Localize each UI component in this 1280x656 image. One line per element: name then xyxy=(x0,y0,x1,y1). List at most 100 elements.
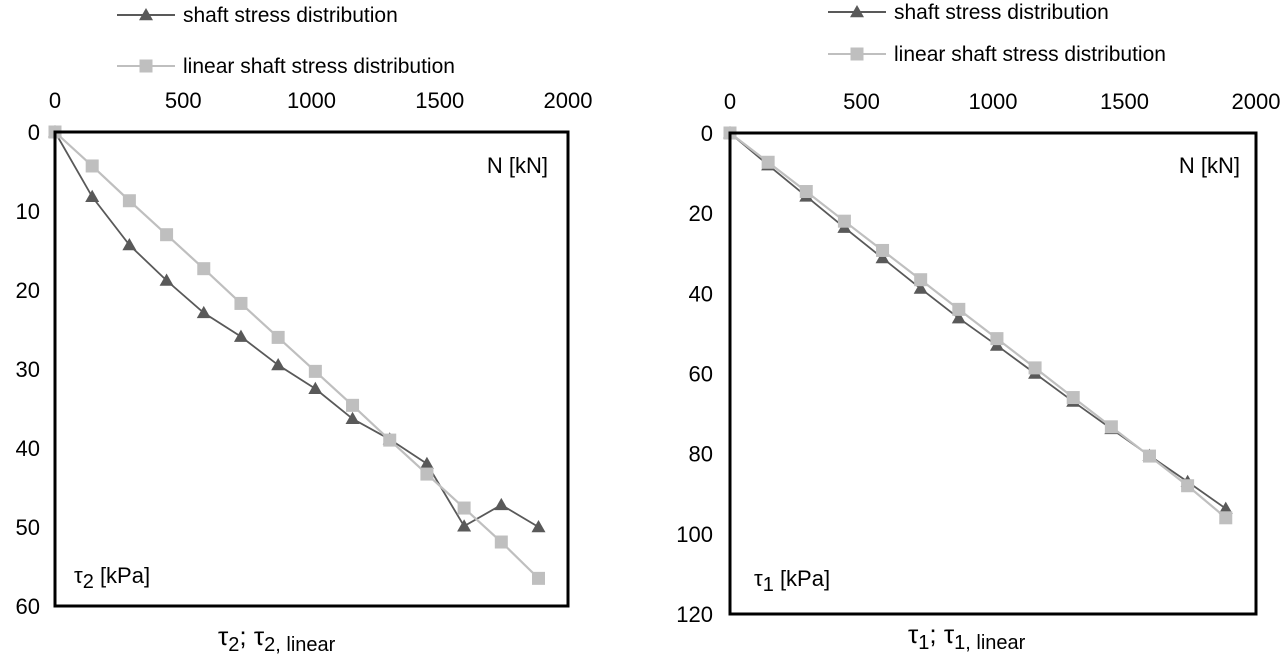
data-point xyxy=(308,381,323,394)
data-point xyxy=(1104,420,1118,434)
tau-subscript: 2 xyxy=(228,634,239,656)
data-point xyxy=(85,189,100,203)
data-point xyxy=(914,273,928,287)
x-tick-label: 0 xyxy=(724,89,736,114)
legend-label: linear shaft stress distribution xyxy=(894,43,1166,66)
data-point xyxy=(1218,501,1233,514)
legend-entry-linear: linear shaft stress distribution xyxy=(828,43,1166,66)
y-tick-label: 30 xyxy=(16,357,40,382)
data-point xyxy=(494,497,509,511)
data-point xyxy=(532,571,546,585)
data-point xyxy=(951,311,966,324)
data-point xyxy=(913,281,928,294)
y-tick-label: 0 xyxy=(701,121,713,146)
legend-entry-linear: linear shaft stress distribution xyxy=(117,55,455,78)
series-line xyxy=(54,131,539,528)
data-point xyxy=(1028,361,1042,375)
axis-unit-label: N [kN] xyxy=(1179,153,1240,178)
legend-square-marker xyxy=(850,47,864,61)
y-tick-label: 100 xyxy=(676,522,713,547)
data-point xyxy=(761,155,775,169)
data-point xyxy=(494,535,508,549)
tau-symbol: τ xyxy=(74,563,83,588)
data-point xyxy=(122,194,136,208)
legend-triangle-marker xyxy=(139,8,153,21)
chart-panel-right: shaft stress distribution linear shaft st… xyxy=(676,1,1280,654)
legend-entry-shaft: shaft stress distribution xyxy=(117,4,398,27)
tau-symbol: τ xyxy=(254,621,265,651)
data-point xyxy=(233,329,248,342)
data-point xyxy=(1181,479,1195,493)
x-tick-label: 1500 xyxy=(415,88,464,113)
data-point xyxy=(160,228,174,242)
x-axis-title: τ1; τ1, linear xyxy=(908,619,1026,654)
stress-unit-label: τ2 [kPa] xyxy=(74,563,150,593)
x-tick-label: 0 xyxy=(49,88,61,113)
tau-subscript: 2, linear xyxy=(264,634,335,656)
data-point xyxy=(346,398,360,412)
data-point xyxy=(1066,391,1080,405)
series-linear xyxy=(48,125,546,585)
y-tick-label: 20 xyxy=(689,201,713,226)
tau-symbol: τ xyxy=(944,619,955,649)
legend-label: linear shaft stress distribution xyxy=(183,55,455,78)
tau-symbol: τ xyxy=(754,566,763,591)
legend-entry-shaft: shaft stress distribution xyxy=(828,1,1109,24)
series-shaft xyxy=(723,126,1233,514)
data-point xyxy=(419,456,434,470)
data-point xyxy=(383,433,397,447)
y-tick-label: 50 xyxy=(16,515,40,540)
y-tick-label: 10 xyxy=(16,199,40,224)
y-tick-label: 60 xyxy=(16,594,40,619)
x-axis-title: τ2; τ2, linear xyxy=(218,621,336,656)
data-point xyxy=(952,302,966,316)
x-axis-ticks: 0 500 1000 1500 2000 xyxy=(49,88,593,113)
x-tick-label: 1500 xyxy=(1100,89,1149,114)
y-tick-label: 120 xyxy=(676,602,713,627)
legend-label: shaft stress distribution xyxy=(183,4,398,27)
x-tick-label: 500 xyxy=(165,88,202,113)
data-point xyxy=(420,467,434,481)
tau-symbol: τ xyxy=(908,619,919,649)
plot-frame xyxy=(728,131,1258,616)
stress-unit-label: τ1 [kPa] xyxy=(754,566,830,596)
data-point xyxy=(531,520,546,533)
tau-subscript: 1, linear xyxy=(954,632,1025,654)
data-point xyxy=(196,305,211,319)
chart-panel-left: shaft stress distribution linear shaft st… xyxy=(16,4,593,656)
data-point xyxy=(837,214,851,228)
y-tick-label: 0 xyxy=(28,120,40,145)
data-point xyxy=(876,243,890,257)
tau-symbol: τ xyxy=(218,621,229,651)
legend-square-marker xyxy=(139,59,153,73)
x-tick-label: 500 xyxy=(843,89,880,114)
data-point xyxy=(799,185,813,199)
x-tick-label: 1000 xyxy=(287,88,336,113)
x-tick-label: 2000 xyxy=(1232,89,1280,114)
data-point xyxy=(308,364,322,378)
y-axis-ticks: 0 10 20 30 40 50 60 xyxy=(16,120,40,619)
data-point xyxy=(271,330,285,344)
y-tick-label: 20 xyxy=(16,278,40,303)
tau-subscript: 1 xyxy=(763,574,774,596)
data-point xyxy=(1219,511,1233,525)
x-axis-ticks: 0 500 1000 1500 2000 xyxy=(724,89,1280,114)
data-point xyxy=(1142,449,1156,463)
legend-triangle-marker xyxy=(850,5,864,18)
data-point xyxy=(159,273,174,286)
data-point xyxy=(234,296,248,310)
data-point xyxy=(197,262,211,276)
data-point xyxy=(271,358,286,371)
separator: ; xyxy=(239,621,253,651)
data-point xyxy=(990,332,1004,346)
y-axis-ticks: 0 20 40 60 80 100 120 xyxy=(676,121,713,627)
series-shaft xyxy=(48,125,546,533)
y-tick-label: 40 xyxy=(689,281,713,306)
x-tick-label: 2000 xyxy=(544,88,593,113)
series-linear xyxy=(723,126,1233,525)
data-point xyxy=(122,237,137,251)
separator: ; xyxy=(929,619,943,649)
plot-frame xyxy=(53,130,570,608)
data-point xyxy=(457,519,472,532)
